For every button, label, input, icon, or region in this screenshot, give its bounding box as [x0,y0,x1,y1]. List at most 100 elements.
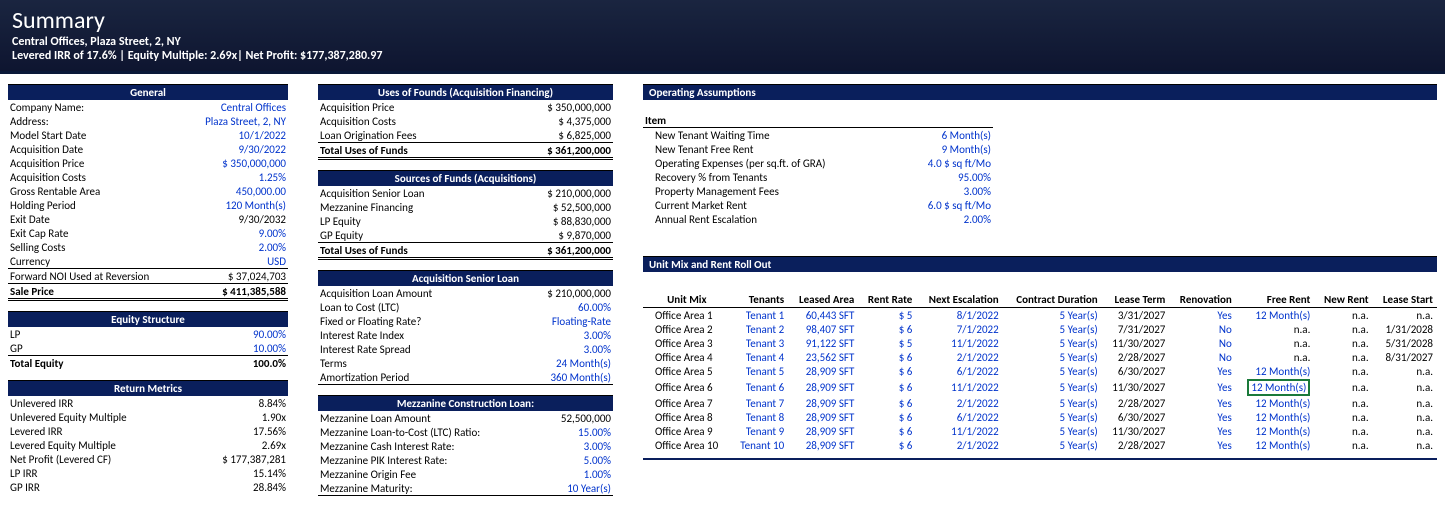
row-label: Holding Period [8,198,184,212]
row-value: 1.90x [187,410,288,424]
column-header: Lease Term [1102,292,1170,308]
cell: $ 6 [858,322,916,336]
row-value: 10 Year(s) [540,481,613,496]
row-label: Sale Price [8,284,184,300]
column-header: Contract Duration [1003,292,1102,308]
column-header: Leased Area [788,292,858,308]
cell: 2/1/2022 [916,350,1002,364]
cell: 6/1/2022 [916,364,1002,378]
cell: 28,909 SFT [788,364,858,378]
table-row: Selling Costs2.00% [8,240,288,254]
table-row: Sale Price$ 411,385,588 [8,284,288,300]
cell: 28,909 SFT [788,378,858,396]
uses-table: Acquisition Price$ 350,000,000Acquisitio… [318,100,613,160]
cell: Office Area 7 [643,396,731,410]
cell: 2/28/2027 [1102,350,1170,364]
table-row: Model Start Date10/1/2022 [8,128,288,142]
row-label: New Tenant Free Rent [643,142,899,156]
column-financing: Uses of Founds (Acquisition Financing) A… [318,84,613,496]
cell: n.a. [1314,336,1372,350]
cell: Yes [1169,410,1235,424]
cell: Office Area 9 [643,424,731,438]
equity-table: LP90.00%GP10.00%Total Equity100.0% [8,327,288,370]
row-value: $ 361,200,000 [499,243,613,259]
table-row: Mezzanine Loan Amount52,500,000 [318,411,613,425]
selected-cell[interactable]: 12 Month(s) [1247,379,1310,396]
row-label: Total Uses of Funds [318,243,499,259]
cell: 12 Month(s) [1236,308,1315,323]
row-label: Exit Cap Rate [8,226,184,240]
row-label: Acquisition Costs [8,170,184,184]
cell: $ 6 [858,396,916,410]
table-row: Address:Plaza Street, 2, NY [8,114,288,128]
cell: n.a. [1314,350,1372,364]
rent-roll-row: Office Area 6Tenant 628,909 SFT$ 611/1/2… [643,378,1437,396]
cell: $ 6 [858,424,916,438]
cell: Office Area 8 [643,410,731,424]
equity-structure-header: Equity Structure [8,311,288,327]
rent-roll-row: Office Area 7Tenant 728,909 SFT$ 62/1/20… [643,396,1437,410]
cell: Tenant 10 [731,438,788,452]
row-label: LP Equity [318,214,499,228]
row-label: GP Equity [318,228,499,243]
row-value: 100.0% [178,356,288,371]
cell: Tenant 9 [731,424,788,438]
table-row: Acquisition Loan Amount$ 210,000,000 [318,286,613,300]
row-value: 450,000.00 [184,184,288,198]
row-value: $ 52,500,000 [499,200,613,214]
table-row: Holding Period120 Month(s) [8,198,288,212]
rent-roll-table: Unit MixTenantsLeased AreaRent RateNext … [643,292,1437,452]
cell: n.a. [1373,308,1437,323]
row-label: Interest Rate Index [318,328,504,342]
row-value: Floating-Rate [504,314,613,328]
column-general: General Company Name:Central OfficesAddr… [8,84,288,494]
row-value: 15.14% [187,466,288,480]
row-value: 90.00% [178,327,288,341]
cell: n.a. [1314,424,1372,438]
table-row: Annual Rent Escalation2.00% [643,212,993,226]
return-metrics-header: Return Metrics [8,380,288,396]
row-label: Company Name: [8,100,184,114]
row-label: Unlevered Equity Multiple [8,410,187,424]
table-row: Levered IRR17.56% [8,424,288,438]
cell: n.a. [1236,350,1315,364]
cell: 6/30/2027 [1102,410,1170,424]
row-value: 9.00% [184,226,288,240]
rent-roll-header-row: Unit MixTenantsLeased AreaRent RateNext … [643,292,1437,308]
cell: n.a. [1236,322,1315,336]
page-title: Summary [12,6,1433,35]
senior-loan-header: Acquisition Senior Loan [318,270,613,286]
cell: 98,407 SFT [788,322,858,336]
cell: Yes [1169,308,1235,323]
row-label: Net Profit (Levered CF) [8,452,187,466]
cell: Yes [1169,378,1235,396]
summary-header: Summary Central Offices, Plaza Street, 2… [0,0,1445,74]
cell: Office Area 5 [643,364,731,378]
cell: n.a. [1373,438,1437,452]
row-label: Gross Rentable Area [8,184,184,198]
table-row: Operating Expenses (per sq.ft. of GRA)4.… [643,156,993,170]
cell: 11/1/2022 [916,378,1002,396]
table-row: Acquisition Costs1.25% [8,170,288,184]
table-row: Current Market Rent6.0 $ sq ft/Mo [643,198,993,212]
cell: No [1169,322,1235,336]
cell: Tenant 7 [731,396,788,410]
cell: 2/1/2022 [916,396,1002,410]
table-row: Exit Cap Rate9.00% [8,226,288,240]
row-value: 52,500,000 [540,411,613,425]
cell: n.a. [1373,424,1437,438]
row-label: Property Management Fees [643,184,899,198]
row-value: $ 210,000,000 [504,286,613,300]
table-row: Forward NOI Used at Reversion$ 37,024,70… [8,269,288,284]
cell: 5 Year(s) [1003,308,1102,323]
cell: 23,562 SFT [788,350,858,364]
cell: Yes [1169,424,1235,438]
row-label: LP IRR [8,466,187,480]
cell: 12 Month(s) [1236,410,1315,424]
table-row: LP IRR15.14% [8,466,288,480]
cell: 2/28/2027 [1102,438,1170,452]
rent-roll-row: Office Area 4Tenant 423,562 SFT$ 62/1/20… [643,350,1437,364]
cell: No [1169,336,1235,350]
rent-roll-row: Office Area 8Tenant 828,909 SFT$ 66/1/20… [643,410,1437,424]
column-header: Free Rent [1236,292,1315,308]
